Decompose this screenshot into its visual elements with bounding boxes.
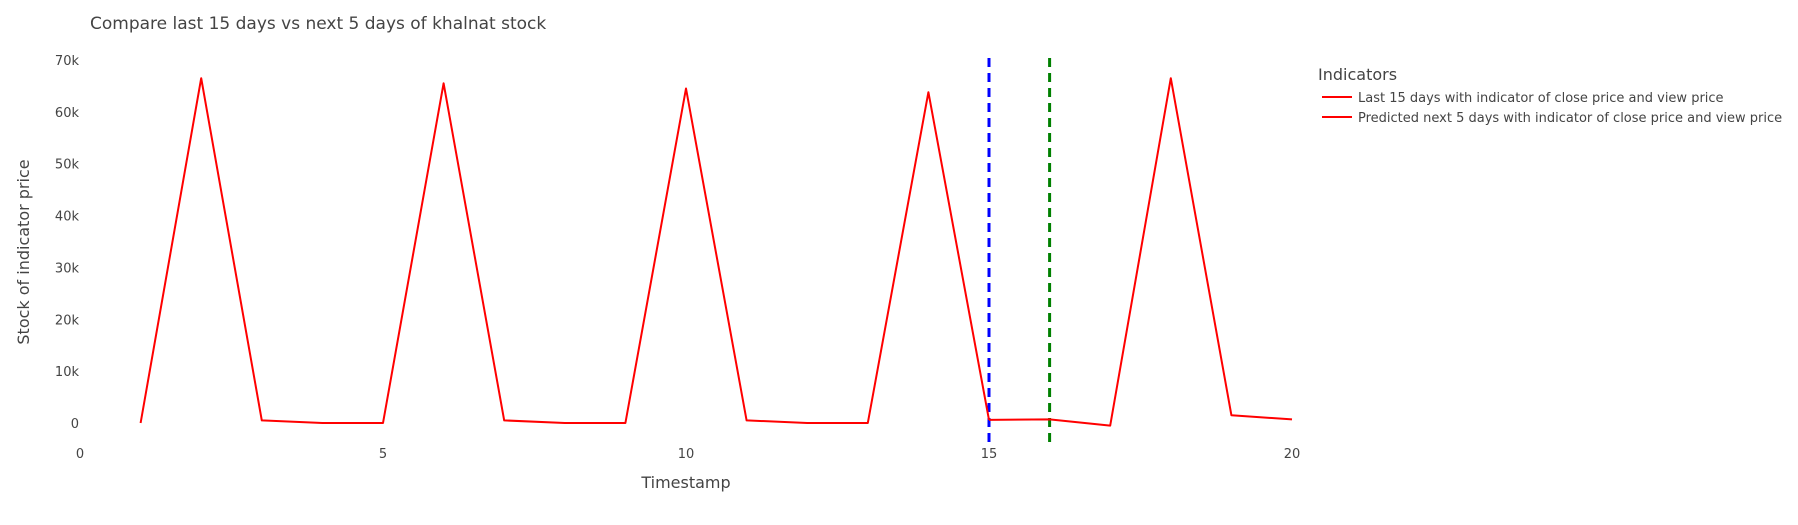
y-tick-label: 0 (71, 417, 79, 432)
legend-items: Last 15 days with indicator of close pri… (1322, 91, 1782, 126)
legend-label-0: Last 15 days with indicator of close pri… (1358, 91, 1724, 106)
y-tick-label: 40k (55, 210, 80, 225)
x-tick-label: 0 (76, 447, 84, 462)
x-tick-label: 10 (678, 447, 695, 462)
series-layer (139, 77, 1293, 427)
y-axis-title: Stock of indicator price (14, 159, 33, 344)
y-tick-label: 10k (55, 365, 80, 380)
y-tick-label: 30k (55, 261, 80, 276)
x-axis-ticks: 0 5 10 15 20 (76, 447, 1300, 462)
y-tick-label: 70k (55, 54, 80, 69)
x-tick-label: 15 (981, 447, 998, 462)
x-tick-label: 5 (379, 447, 387, 462)
vertical-markers (987, 58, 1052, 447)
legend: Indicators Last 15 days with indicator o… (1318, 65, 1782, 126)
chart-title: Compare last 15 days vs next 5 days of k… (90, 14, 546, 34)
legend-label-1: Predicted next 5 days with indicator of … (1358, 111, 1782, 126)
y-tick-label: 50k (55, 158, 80, 173)
legend-title: Indicators (1318, 65, 1397, 84)
y-tick-label: 60k (55, 106, 80, 121)
series-line-1 (988, 77, 1293, 427)
x-tick-label: 20 (1284, 447, 1301, 462)
x-axis-title: Timestamp (640, 473, 730, 492)
y-axis-ticks: 0 10k 20k 30k 40k 50k 60k 70k (55, 54, 80, 432)
series-line-0 (139, 77, 990, 424)
y-tick-label: 20k (55, 313, 80, 328)
